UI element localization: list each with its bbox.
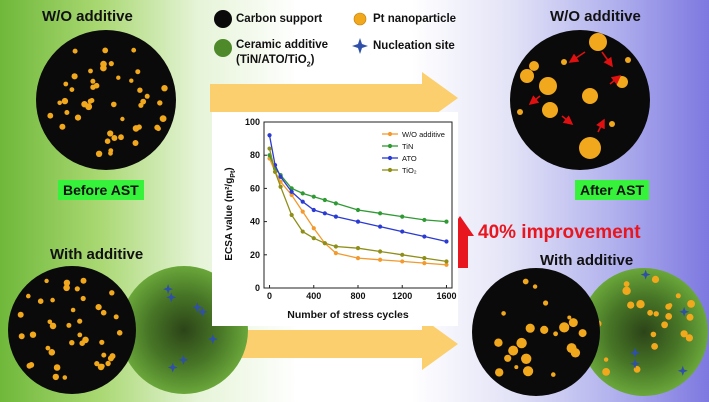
data-point — [300, 229, 305, 234]
x-tick-label: 400 — [306, 291, 321, 301]
data-point — [322, 211, 327, 216]
legend-nucleation-site: Nucleation site — [373, 40, 455, 52]
carbon-support-with-additive-after — [472, 268, 600, 396]
pt-particles-with-additive-after — [494, 278, 587, 377]
legend-ceramic-additive: Ceramic additive — [236, 39, 329, 51]
data-point — [333, 214, 338, 219]
data-point — [311, 236, 316, 241]
data-point — [300, 199, 305, 204]
series-2 — [267, 133, 449, 244]
series-3 — [267, 146, 449, 264]
data-point — [355, 207, 361, 213]
y-tick-label: 40 — [250, 217, 260, 227]
legend-label: W/O additive — [402, 130, 445, 139]
x-tick-label: 0 — [267, 291, 272, 301]
series-1 — [267, 153, 449, 224]
data-point — [311, 194, 316, 199]
before-ast-label: Before AST — [58, 180, 144, 200]
legend-label: ATO — [402, 154, 417, 163]
data-point — [300, 191, 305, 196]
data-point — [378, 211, 383, 216]
top-arrow — [210, 72, 458, 124]
data-point — [444, 219, 449, 224]
data-point — [333, 201, 338, 206]
ceramic-additive-swatch — [214, 39, 232, 57]
pt-particles-on-ceramic-after — [589, 269, 695, 376]
data-point — [289, 212, 294, 218]
y-tick-label: 80 — [250, 150, 260, 160]
bottom-arrow — [210, 318, 458, 370]
y-tick-label: 20 — [250, 250, 260, 260]
bottom-left-title: With additive — [50, 246, 144, 263]
y-tick-label: 100 — [245, 117, 260, 127]
data-point — [322, 197, 327, 203]
data-point — [278, 174, 283, 179]
after-ast-label: After AST — [575, 180, 650, 200]
y-tick-label: 60 — [250, 183, 260, 193]
data-point — [311, 226, 316, 231]
legend-pt-nanoparticle: Pt nanoparticle — [373, 13, 457, 25]
improvement-label: 40% improvement — [478, 222, 641, 243]
legend-marker — [387, 143, 393, 149]
data-point — [422, 256, 427, 261]
data-point — [422, 217, 427, 223]
data-point — [400, 259, 405, 264]
data-point — [267, 133, 272, 138]
nucleation-site-icon — [352, 38, 368, 54]
x-axis-label: Number of stress cycles — [287, 309, 409, 321]
y-axis-label: ECSA value (m²/gPt) — [224, 167, 237, 260]
legend-ceramic-detail: (TiN/ATO/TiO2) — [236, 54, 315, 69]
data-point — [272, 169, 278, 174]
legend — [214, 10, 368, 57]
legend-label: TiO₂ — [402, 166, 417, 175]
y-tick-label: 0 — [255, 283, 260, 293]
x-tick-label: 800 — [350, 291, 365, 301]
data-point — [267, 146, 272, 151]
data-point — [355, 219, 361, 224]
legend-marker — [387, 131, 393, 137]
data-point — [378, 257, 383, 262]
data-point — [400, 214, 405, 219]
x-tick-label: 1600 — [436, 291, 456, 301]
data-point — [378, 249, 383, 254]
data-point — [444, 259, 449, 264]
pt-nanoparticle-swatch — [353, 12, 367, 26]
top-right-title: W/O additive — [550, 8, 641, 25]
carbon-support-swatch — [214, 10, 232, 28]
data-point — [289, 192, 294, 198]
carbon-support-with-additive-before — [8, 266, 136, 394]
bottom-right-title: With additive — [540, 252, 634, 269]
data-point — [400, 229, 405, 234]
legend-label: TiN — [402, 142, 413, 151]
pt-particles-before — [47, 47, 168, 157]
data-point — [444, 239, 449, 244]
data-point — [444, 262, 449, 267]
legend-carbon-support: Carbon support — [236, 13, 323, 25]
data-point — [355, 246, 361, 251]
ceramic-additive-after — [580, 268, 708, 396]
legend-marker — [387, 155, 393, 161]
data-point — [333, 251, 338, 256]
data-point — [422, 261, 427, 266]
pt-particles-with-additive-before — [17, 277, 123, 381]
data-point — [400, 252, 405, 257]
data-point — [355, 256, 361, 261]
data-point — [289, 189, 294, 194]
data-point — [378, 224, 383, 229]
data-point — [278, 184, 283, 189]
pt-particles-after — [517, 33, 631, 159]
legend-marker — [387, 167, 393, 173]
carbon-support-after — [510, 30, 650, 170]
x-tick-label: 1200 — [392, 291, 412, 301]
ecsa-chart: 0 400 800 1200 1600 0 20 40 60 80 100 W/O additive… — [212, 112, 458, 326]
carbon-support-before — [36, 30, 176, 170]
top-left-title: W/O additive — [42, 8, 133, 25]
data-point — [333, 244, 338, 249]
data-point — [300, 209, 305, 214]
data-point — [422, 234, 427, 239]
data-point — [311, 207, 316, 213]
data-point — [322, 241, 327, 246]
